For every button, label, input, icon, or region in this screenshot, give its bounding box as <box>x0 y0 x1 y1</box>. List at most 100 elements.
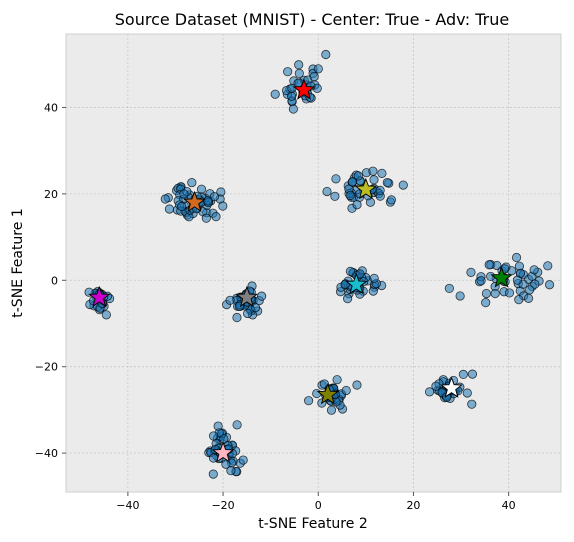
data-point <box>219 434 229 444</box>
data-point <box>355 269 365 279</box>
data-point <box>160 194 170 204</box>
data-point <box>179 189 189 199</box>
data-point <box>490 288 500 299</box>
data-point <box>424 387 435 397</box>
data-point <box>511 252 522 263</box>
centroid-star-marker <box>292 78 316 100</box>
y-tick-label: 0 <box>51 274 58 287</box>
y-tick-label: −20 <box>35 361 58 374</box>
centroid-star-marker <box>490 266 513 288</box>
centroid-star-marker <box>345 272 368 295</box>
data-point <box>375 185 385 196</box>
data-point <box>353 171 363 181</box>
data-point <box>347 177 358 187</box>
data-point <box>544 280 555 290</box>
data-point <box>286 91 297 101</box>
data-point <box>238 455 248 465</box>
data-point <box>345 190 355 201</box>
data-point <box>352 380 362 390</box>
x-tick-label: −40 <box>116 499 139 512</box>
data-point <box>257 291 267 301</box>
data-point <box>330 191 340 201</box>
y-tick-label: 20 <box>44 188 58 201</box>
data-point <box>431 381 441 391</box>
data-point <box>369 273 379 283</box>
data-point <box>332 375 342 385</box>
data-point <box>504 288 515 298</box>
data-point <box>211 212 221 222</box>
data-point <box>187 177 197 188</box>
data-point <box>309 71 319 82</box>
data-point <box>345 266 355 276</box>
data-point <box>525 285 535 295</box>
data-point <box>455 291 465 301</box>
centroid-star-marker <box>354 177 378 200</box>
x-axis-label: t-SNE Feature 2 <box>258 516 367 532</box>
data-point <box>481 298 491 308</box>
centroid-star-marker <box>183 190 206 213</box>
data-point <box>232 312 242 323</box>
data-point <box>243 308 253 319</box>
data-point <box>458 369 468 379</box>
data-point <box>514 295 524 305</box>
data-point <box>331 174 341 184</box>
data-point <box>462 388 472 398</box>
data-point <box>208 453 219 463</box>
data-point <box>164 204 175 214</box>
data-point <box>467 399 477 409</box>
data-point <box>368 166 378 176</box>
y-axis-ticks: −40 −20 0 20 40 <box>35 101 66 460</box>
x-axis-ticks: −40 −20 0 20 40 <box>116 492 516 512</box>
data-point <box>444 283 454 294</box>
data-point <box>529 265 539 275</box>
data-point <box>213 421 223 431</box>
data-point <box>512 275 523 285</box>
data-point <box>218 201 228 211</box>
data-point <box>294 60 304 70</box>
data-point <box>313 64 323 74</box>
chart-title: Source Dataset (MNIST) - Center: True - … <box>115 10 509 29</box>
data-point <box>304 396 314 406</box>
cluster-centroids <box>88 78 513 463</box>
data-point <box>208 469 218 479</box>
data-point <box>352 200 362 210</box>
data-point <box>293 78 303 88</box>
data-point <box>398 180 408 190</box>
x-tick-label: 40 <box>502 499 516 512</box>
data-point <box>294 68 304 79</box>
x-tick-label: 20 <box>406 499 420 512</box>
data-point <box>377 168 387 178</box>
data-point <box>476 276 486 286</box>
data-point <box>543 261 553 271</box>
y-tick-label: −40 <box>35 447 58 460</box>
data-point <box>343 294 353 304</box>
x-tick-label: −20 <box>211 499 234 512</box>
data-point <box>209 192 220 202</box>
plot-border <box>65 33 562 493</box>
centroid-star-marker <box>88 285 111 308</box>
data-point <box>467 369 478 379</box>
data-point <box>382 177 392 188</box>
plot-area <box>66 34 561 492</box>
data-point <box>530 279 540 289</box>
data-point <box>341 385 351 396</box>
data-point <box>322 186 332 197</box>
data-point <box>232 420 242 430</box>
data-point <box>386 195 396 205</box>
data-point <box>481 288 492 299</box>
data-point <box>221 459 231 469</box>
data-point <box>201 213 211 223</box>
data-point <box>101 310 111 320</box>
x-tick-label: 0 <box>315 499 322 512</box>
y-axis-label: t-SNE Feature 1 <box>10 208 26 317</box>
centroid-star-marker <box>211 441 235 463</box>
data-point <box>203 196 213 206</box>
data-point <box>196 184 207 194</box>
data-point <box>250 303 261 313</box>
data-point <box>321 49 331 60</box>
data-point <box>466 267 476 277</box>
y-tick-label: 40 <box>44 101 58 114</box>
data-point <box>369 175 379 185</box>
data-point <box>226 466 236 476</box>
